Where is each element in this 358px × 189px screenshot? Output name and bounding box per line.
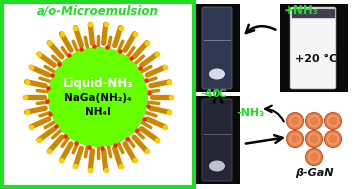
Text: -NH₃: -NH₃ bbox=[236, 108, 264, 118]
Circle shape bbox=[286, 130, 304, 147]
Circle shape bbox=[48, 47, 148, 147]
Text: -40: -40 bbox=[200, 89, 220, 99]
Circle shape bbox=[305, 149, 323, 166]
Bar bbox=[196, 4, 240, 92]
Bar bbox=[196, 96, 240, 184]
Ellipse shape bbox=[209, 68, 225, 80]
Text: +NH₃: +NH₃ bbox=[284, 4, 319, 16]
FancyBboxPatch shape bbox=[202, 7, 232, 89]
FancyBboxPatch shape bbox=[202, 99, 232, 181]
Text: a/o-Microemulsion: a/o-Microemulsion bbox=[37, 5, 159, 18]
Text: +20 °C: +20 °C bbox=[295, 54, 337, 64]
Bar bbox=[280, 4, 348, 92]
Bar bbox=[2, 2, 194, 187]
Text: NH₄I: NH₄I bbox=[85, 107, 111, 117]
Text: °C: °C bbox=[213, 89, 227, 99]
Ellipse shape bbox=[209, 160, 225, 171]
Text: β-GaN: β-GaN bbox=[295, 168, 333, 178]
FancyBboxPatch shape bbox=[290, 7, 336, 89]
Text: NaGa(NH₂)₄: NaGa(NH₂)₄ bbox=[64, 93, 132, 103]
Circle shape bbox=[286, 112, 304, 129]
Circle shape bbox=[305, 130, 323, 147]
Circle shape bbox=[305, 112, 323, 129]
Text: Liquid-NH₃: Liquid-NH₃ bbox=[63, 77, 133, 90]
Circle shape bbox=[324, 130, 342, 147]
Circle shape bbox=[324, 112, 342, 129]
